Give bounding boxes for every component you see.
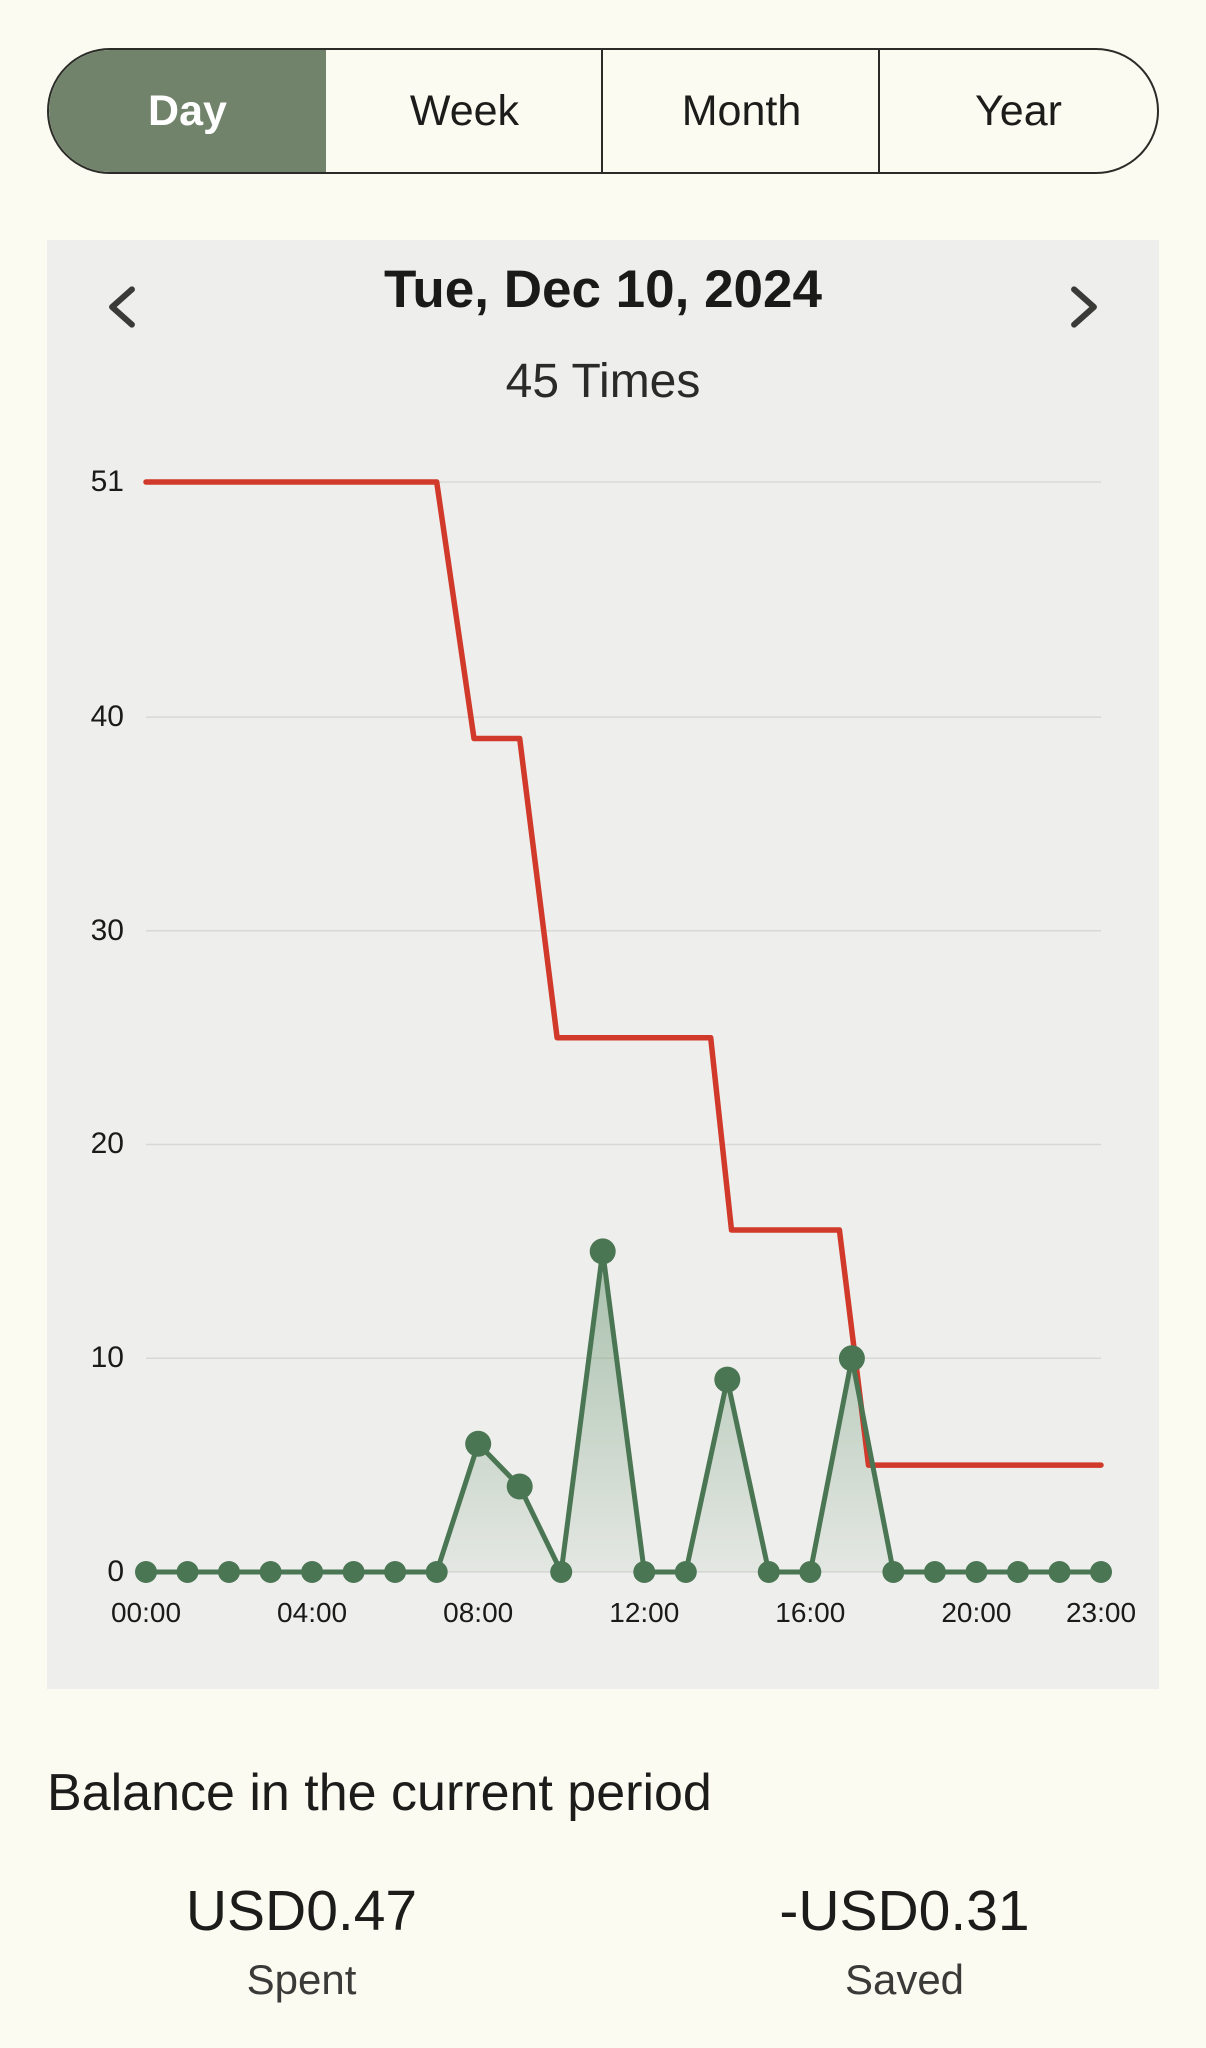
svg-text:0: 0 — [107, 1555, 124, 1588]
svg-text:10: 10 — [91, 1341, 124, 1374]
svg-text:04:00: 04:00 — [277, 1597, 347, 1628]
svg-text:20: 20 — [91, 1127, 124, 1160]
svg-text:16:00: 16:00 — [775, 1597, 845, 1628]
svg-text:23:00: 23:00 — [1066, 1597, 1136, 1628]
svg-text:00:00: 00:00 — [111, 1597, 181, 1628]
svg-text:12:00: 12:00 — [609, 1597, 679, 1628]
svg-text:30: 30 — [91, 914, 124, 947]
svg-text:51: 51 — [91, 465, 124, 498]
svg-text:40: 40 — [91, 700, 124, 733]
svg-text:20:00: 20:00 — [941, 1597, 1011, 1628]
svg-text:08:00: 08:00 — [443, 1597, 513, 1628]
